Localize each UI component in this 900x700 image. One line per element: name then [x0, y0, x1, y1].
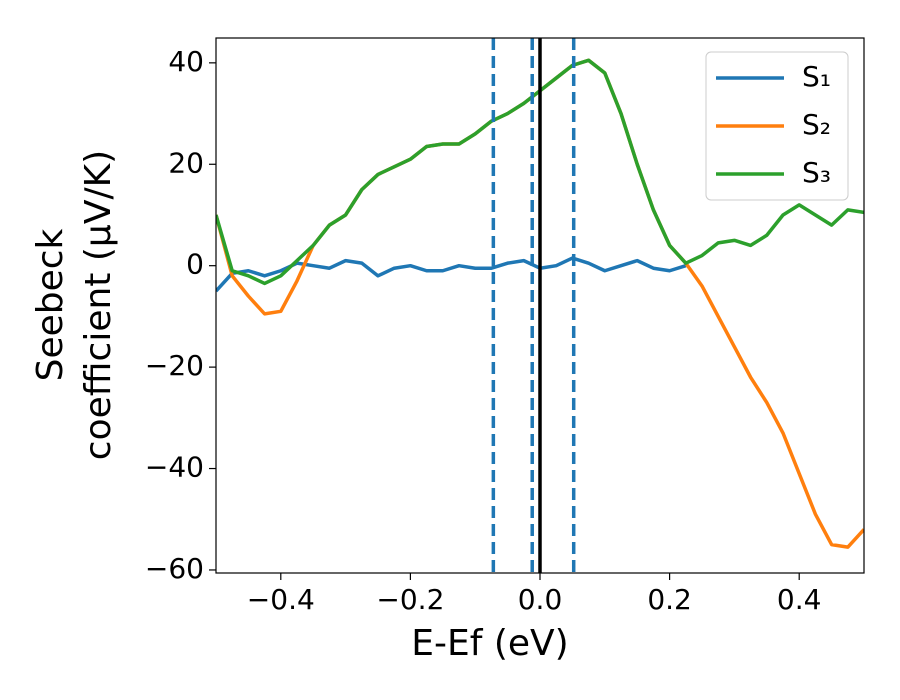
y-axis-label: coefficient (μV/K): [78, 150, 119, 460]
x-tick-label: 0.0: [518, 583, 563, 616]
x-tick-label: −0.4: [247, 583, 315, 616]
x-tick-label: 0.2: [647, 583, 692, 616]
x-tick-label: 0.4: [777, 583, 822, 616]
y-axis-label: Seebeck: [30, 228, 71, 381]
legend-label: S₁: [802, 60, 831, 93]
y-tick-label: −20: [145, 349, 204, 382]
legend-label: S₂: [802, 108, 831, 141]
y-tick-label: 40: [168, 45, 204, 78]
plot-frame: [215, 37, 865, 574]
series-line: [216, 256, 687, 293]
y-tick-label: 0: [186, 248, 204, 281]
y-tick-label: 20: [168, 146, 204, 179]
y-tick-label: −40: [145, 451, 204, 484]
legend-label: S₃: [802, 156, 831, 189]
y-tick-label: −60: [145, 552, 204, 585]
x-tick-label: −0.2: [376, 583, 444, 616]
x-axis-label: E-Ef (eV): [411, 623, 568, 664]
